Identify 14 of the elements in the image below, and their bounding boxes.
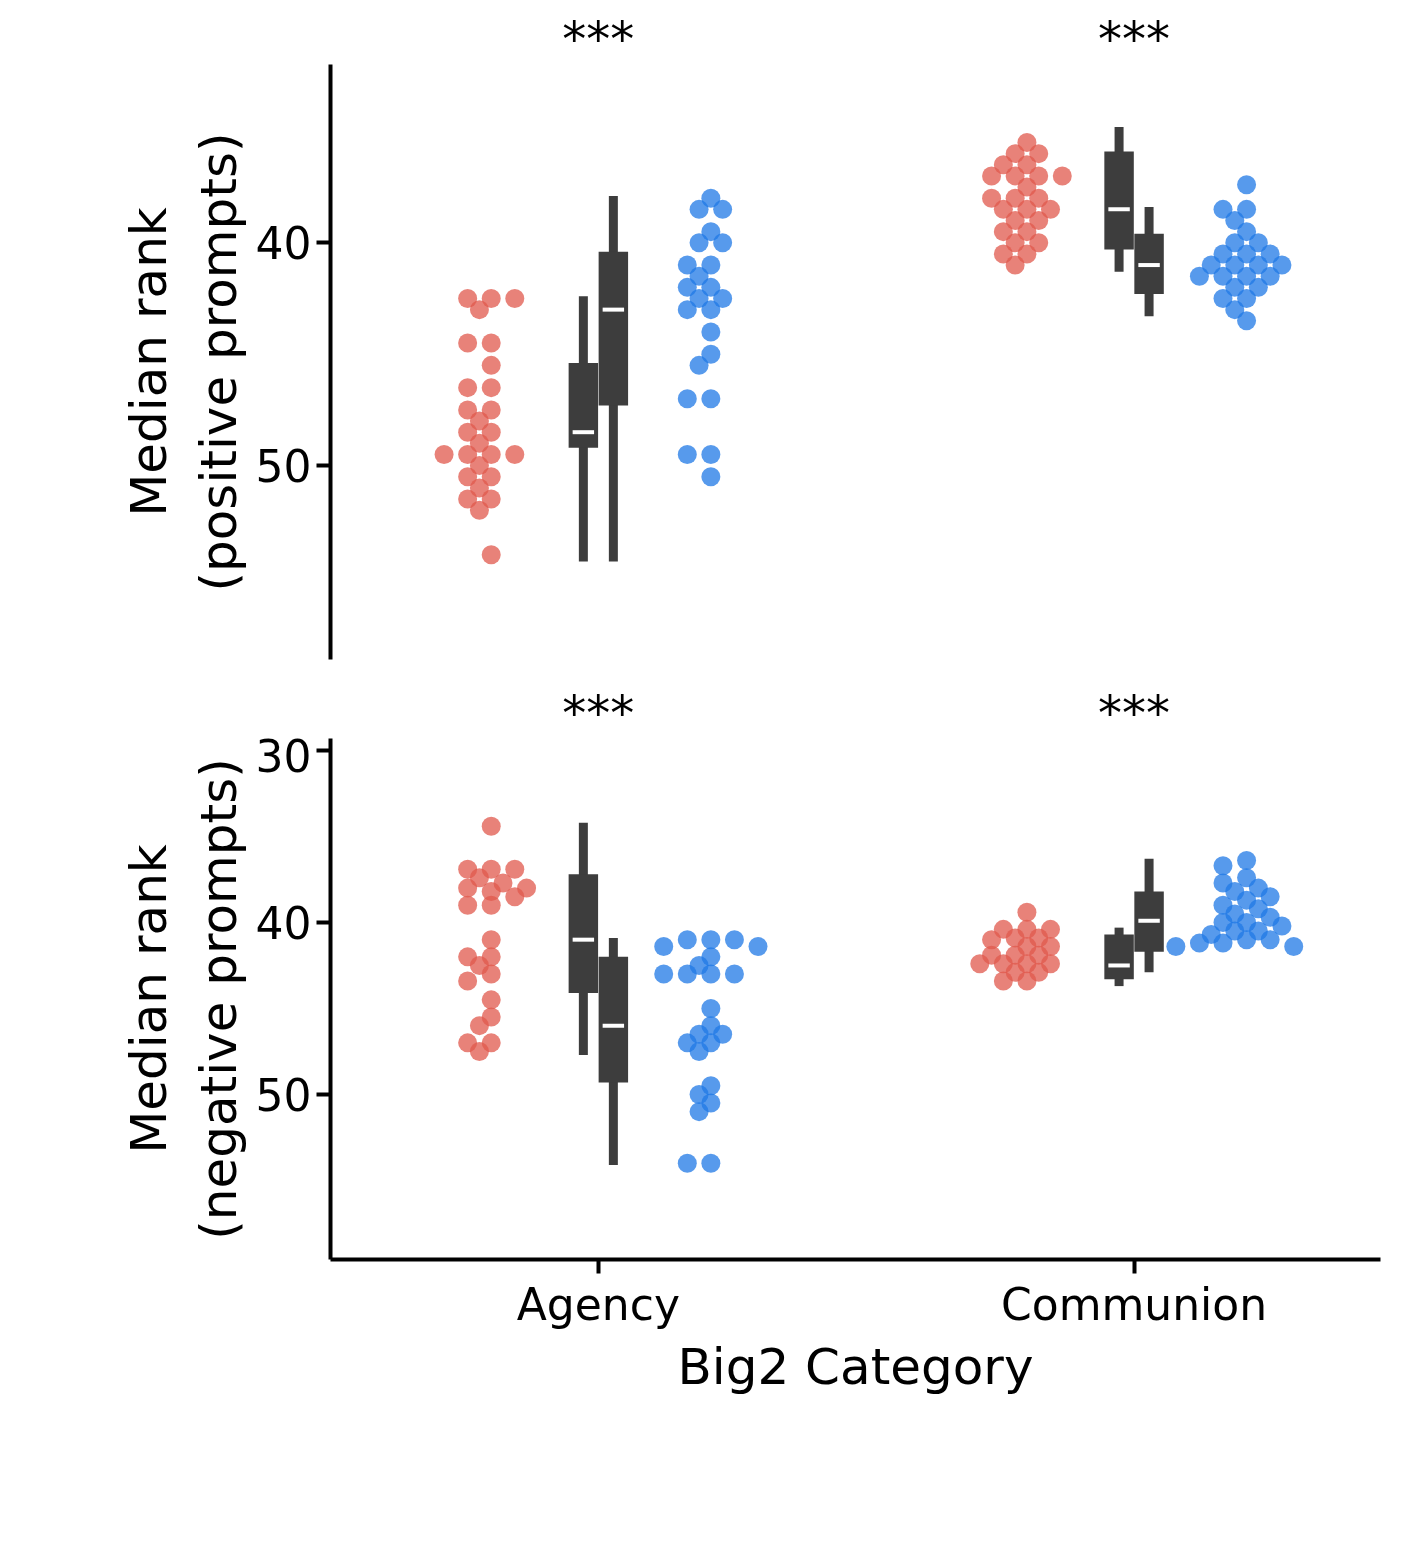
annotation: *** bbox=[562, 10, 635, 67]
annotation: *** bbox=[1098, 684, 1171, 741]
y-tick-label: 40 bbox=[255, 218, 312, 270]
x-tick-label: Communion bbox=[1000, 1278, 1268, 1330]
y-tick-label: 50 bbox=[255, 441, 312, 493]
annotation: *** bbox=[562, 684, 635, 741]
y-axis-title: Median rank (positive prompts) bbox=[119, 132, 248, 592]
y-axis-title: Median rank (negative prompts) bbox=[119, 758, 248, 1240]
annotation: *** bbox=[1098, 10, 1171, 67]
y-tick-label: 30 bbox=[255, 730, 312, 782]
y-tick-label: 50 bbox=[255, 1069, 312, 1121]
x-tick-label: Agency bbox=[516, 1278, 680, 1330]
x-axis-title: Big2 Category bbox=[677, 1337, 1034, 1396]
y-tick-label: 40 bbox=[255, 897, 312, 949]
